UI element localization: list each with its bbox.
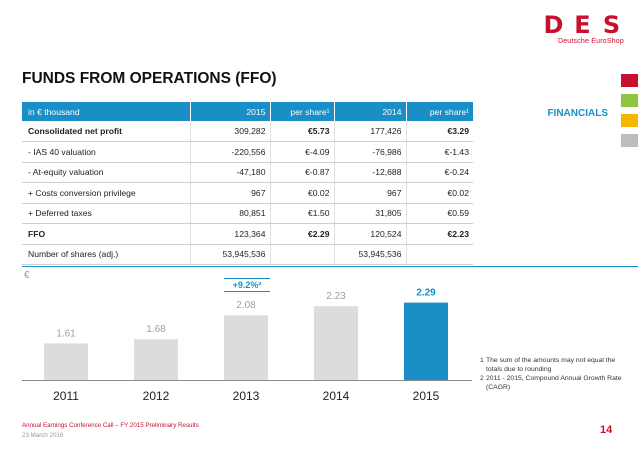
footnote-2: 2 2011 - 2015, Compound Annual Growth Ra… — [480, 374, 630, 392]
per-share-2014 — [406, 244, 473, 265]
bar-value-label: 2.29 — [416, 288, 436, 299]
per-share-2015: €-4.09 — [270, 141, 335, 163]
footnote-text: 2011 - 2015, Compound Annual Growth Rate… — [486, 375, 622, 391]
value-2014: 120,524 — [334, 223, 407, 245]
bar-2012 — [134, 339, 178, 380]
footer-date: 23 March 2016 — [22, 432, 64, 439]
value-2014: 967 — [334, 182, 407, 204]
per-share-2015: €5.73 — [270, 121, 335, 142]
bar-value-label: 2.23 — [326, 291, 346, 302]
bar-value-label: 1.68 — [146, 324, 166, 335]
value-2014: -76,986 — [334, 141, 407, 163]
bar-2011 — [44, 343, 88, 380]
header-per-share-2015: per share¹ — [270, 102, 335, 121]
header-per-share-2014: per share¹ — [406, 102, 473, 121]
row-label: - At-equity valuation — [22, 162, 191, 183]
page-title: FUNDS FROM OPERATIONS (FFO) — [22, 70, 277, 87]
table-row: + Deferred taxes 80,851 €1.50 31,805 €0.59 — [22, 203, 473, 224]
per-share-2014: €0.59 — [406, 203, 473, 224]
per-share-2015: €-0.87 — [270, 162, 335, 183]
footnote-mark: 2 — [480, 375, 484, 382]
per-share-2014: €-1.43 — [406, 141, 473, 163]
ffo-table: in € thousand 2015 per share¹ 2014 per s… — [22, 102, 473, 265]
side-bar-green — [621, 94, 638, 107]
value-2014: 53,945,536 — [334, 244, 407, 265]
per-share-2014: €0.02 — [406, 182, 473, 204]
header-2015: 2015 — [190, 102, 271, 121]
value-2015: -47,180 — [190, 162, 271, 183]
x-tick-label: 2012 — [143, 389, 170, 403]
logo-letter-e: E — [574, 11, 590, 39]
row-label: Consolidated net profit — [22, 121, 191, 142]
cagr-label: +9.2%² — [224, 278, 270, 292]
side-bar-yellow — [621, 114, 638, 127]
bar-2014 — [314, 306, 358, 380]
x-tick-label: 2015 — [413, 389, 440, 403]
header-2014: 2014 — [334, 102, 407, 121]
value-2015: -220,556 — [190, 141, 271, 163]
x-tick-label: 2013 — [233, 389, 260, 403]
side-bar-grey — [621, 134, 638, 147]
table-row: + Costs conversion privilege 967 €0.02 967 €… — [22, 182, 473, 204]
footnotes: 1 The sum of the amounts may not equal t… — [480, 356, 630, 392]
per-share-2015: €1.50 — [270, 203, 335, 224]
footnote-mark: 1 — [480, 357, 484, 364]
footnote-1: 1 The sum of the amounts may not equal t… — [480, 356, 630, 374]
chart-unit-label: € — [24, 270, 30, 281]
x-tick-label: 2014 — [323, 389, 350, 403]
per-share-2015: €2.29 — [270, 223, 335, 245]
value-2015: 53,945,536 — [190, 244, 271, 265]
section-color-bars — [621, 74, 638, 154]
chart-top-rule — [22, 266, 638, 267]
per-share-2014: €2.23 — [406, 223, 473, 245]
table-row: - IAS 40 valuation -220,556 €-4.09 -76,986 €… — [22, 141, 473, 163]
row-label: Number of shares (adj.) — [22, 244, 191, 265]
per-share-2014: €-0.24 — [406, 162, 473, 183]
bar-value-label: 2.08 — [236, 300, 256, 311]
bar-value-label: 1.61 — [56, 328, 76, 339]
value-2014: -12,688 — [334, 162, 407, 183]
row-label: + Deferred taxes — [22, 203, 191, 224]
table-header-row: in € thousand 2015 per share¹ 2014 per s… — [22, 102, 473, 121]
table-row: Consolidated net profit 309,282 €5.73 177,4… — [22, 121, 473, 142]
logo-subtitle: Deutsche EuroShop — [557, 38, 624, 45]
bar-2015 — [404, 302, 448, 380]
table-row: FFO 123,364 €2.29 120,524 €2.23 — [22, 223, 473, 245]
logo-letter-d: D — [543, 11, 564, 39]
company-logo: D E S Deutsche EuroShop — [540, 11, 624, 45]
per-share-2015 — [270, 244, 335, 265]
value-2015: 80,851 — [190, 203, 271, 224]
value-2015: 309,282 — [190, 121, 271, 142]
section-tab-financials: FINANCIALS — [547, 108, 608, 119]
value-2015: 123,364 — [190, 223, 271, 245]
side-bar-red — [621, 74, 638, 87]
row-label: FFO — [22, 223, 191, 245]
value-2014: 177,426 — [334, 121, 407, 142]
value-2015: 967 — [190, 182, 271, 204]
footer-event: Annual Earnings Conference Call – FY 201… — [22, 422, 199, 429]
table-row: - At-equity valuation -47,180 €-0.87 -12,68… — [22, 162, 473, 183]
footnote-text: The sum of the amounts may not equal the… — [486, 357, 616, 373]
page-number: 14 — [600, 424, 613, 436]
table-row: Number of shares (adj.) 53,945,536 53,945,… — [22, 244, 473, 265]
row-label: + Costs conversion privilege — [22, 182, 191, 204]
per-share-2014: €3.29 — [406, 121, 473, 142]
value-2014: 31,805 — [334, 203, 407, 224]
x-tick-label: 2011 — [53, 389, 79, 403]
header-unit: in € thousand — [22, 102, 191, 121]
logo-letter-s: S — [602, 11, 620, 39]
logo-mark: D E S — [540, 11, 624, 39]
bar-2013 — [224, 315, 268, 380]
row-label: - IAS 40 valuation — [22, 141, 191, 163]
per-share-2015: €0.02 — [270, 182, 335, 204]
